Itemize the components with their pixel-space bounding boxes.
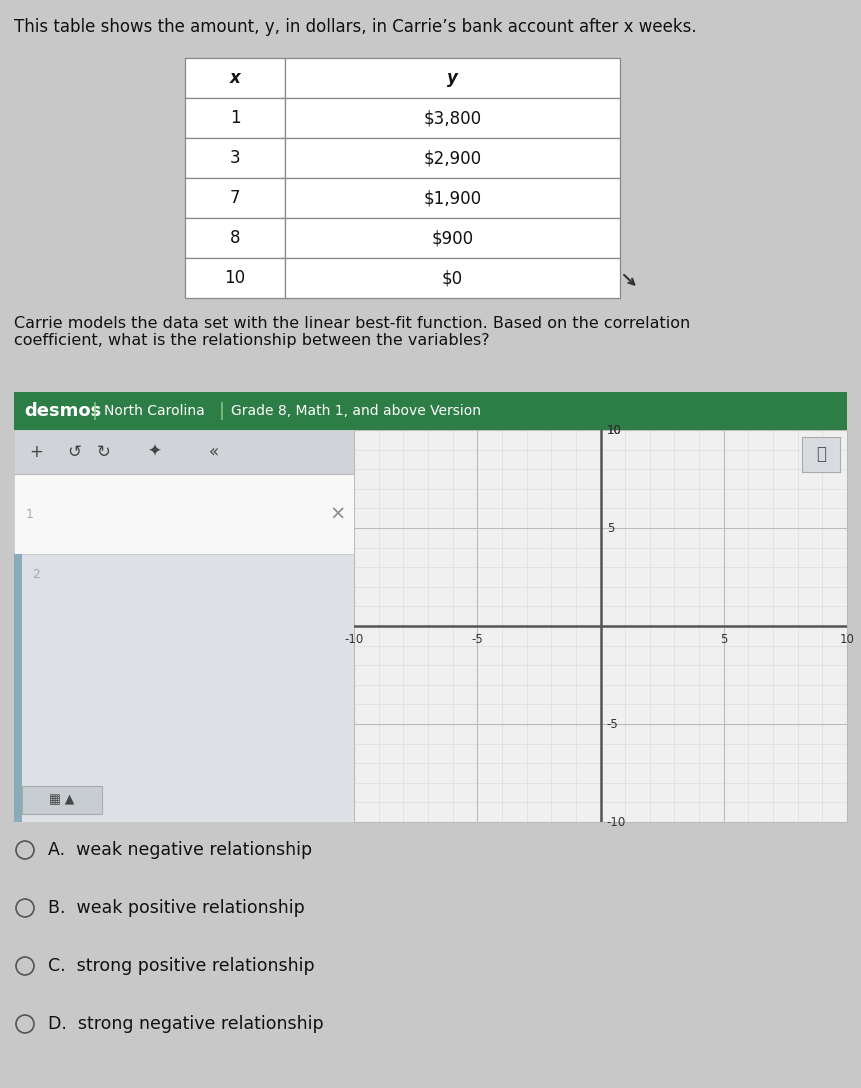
Bar bbox=[185, 98, 285, 138]
Text: 8: 8 bbox=[230, 228, 240, 247]
Text: 7: 7 bbox=[230, 189, 240, 207]
Text: 5: 5 bbox=[720, 633, 728, 646]
Text: -5: -5 bbox=[607, 717, 618, 730]
Bar bbox=[185, 178, 285, 218]
Bar bbox=[285, 138, 620, 178]
Text: ↻: ↻ bbox=[97, 443, 111, 461]
Bar bbox=[14, 430, 354, 823]
Text: $3,800: $3,800 bbox=[424, 109, 481, 127]
Text: Carrie models the data set with the linear best-fit function. Based on the corre: Carrie models the data set with the line… bbox=[14, 316, 691, 348]
Text: $0: $0 bbox=[442, 269, 463, 287]
Text: North Carolina: North Carolina bbox=[104, 404, 205, 418]
Text: «: « bbox=[209, 443, 219, 461]
Text: 10: 10 bbox=[839, 633, 854, 646]
Text: ✦: ✦ bbox=[147, 443, 161, 461]
Bar bbox=[354, 430, 847, 823]
Text: C.  strong positive relationship: C. strong positive relationship bbox=[48, 957, 314, 975]
Text: ×: × bbox=[330, 505, 346, 523]
Bar bbox=[22, 786, 102, 814]
Text: A.  weak negative relationship: A. weak negative relationship bbox=[48, 841, 313, 860]
Bar bbox=[185, 138, 285, 178]
Text: -10: -10 bbox=[607, 816, 626, 828]
Text: |: | bbox=[219, 401, 225, 420]
Text: 10: 10 bbox=[607, 423, 622, 436]
Bar bbox=[185, 218, 285, 258]
Bar bbox=[185, 58, 285, 98]
Text: 10: 10 bbox=[607, 423, 622, 436]
Text: 10: 10 bbox=[225, 269, 245, 287]
Text: Grade 8, Math 1, and above Version: Grade 8, Math 1, and above Version bbox=[231, 404, 481, 418]
Bar bbox=[285, 258, 620, 298]
Text: ▦ ▲: ▦ ▲ bbox=[49, 793, 75, 806]
Text: $1,900: $1,900 bbox=[424, 189, 481, 207]
Text: B.  weak positive relationship: B. weak positive relationship bbox=[48, 899, 305, 917]
Text: 1: 1 bbox=[230, 109, 240, 127]
Bar bbox=[285, 218, 620, 258]
Text: ↺: ↺ bbox=[67, 443, 81, 461]
Text: $900: $900 bbox=[431, 228, 474, 247]
Text: 5: 5 bbox=[607, 521, 614, 534]
Text: -10: -10 bbox=[344, 633, 363, 646]
Text: y: y bbox=[447, 69, 458, 87]
Text: -5: -5 bbox=[471, 633, 483, 646]
Bar bbox=[285, 178, 620, 218]
Bar bbox=[14, 474, 354, 554]
Bar bbox=[14, 554, 22, 823]
Bar bbox=[185, 258, 285, 298]
Bar bbox=[285, 58, 620, 98]
Text: This table shows the amount, y, in dollars, in Carrie’s bank account after x wee: This table shows the amount, y, in dolla… bbox=[14, 18, 697, 36]
Bar bbox=[14, 554, 354, 823]
Bar bbox=[14, 430, 354, 474]
Text: 𝑓: 𝑓 bbox=[816, 445, 826, 463]
Text: x: x bbox=[230, 69, 240, 87]
Text: D.  strong negative relationship: D. strong negative relationship bbox=[48, 1015, 324, 1033]
Bar bbox=[285, 98, 620, 138]
Text: desmos: desmos bbox=[24, 401, 102, 420]
Text: 1: 1 bbox=[26, 507, 34, 520]
Text: $2,900: $2,900 bbox=[424, 149, 481, 166]
Text: |: | bbox=[92, 401, 98, 420]
Text: 3: 3 bbox=[230, 149, 240, 166]
Bar bbox=[14, 392, 847, 430]
Text: +: + bbox=[29, 443, 43, 461]
Text: 2: 2 bbox=[32, 568, 40, 581]
